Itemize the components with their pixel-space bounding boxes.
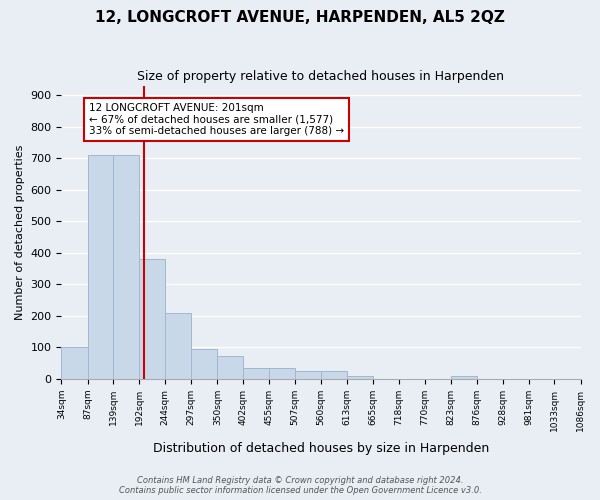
Text: Contains HM Land Registry data © Crown copyright and database right 2024.
Contai: Contains HM Land Registry data © Crown c… (119, 476, 481, 495)
Bar (269, 368, 295, 379)
Bar (61, 348, 88, 379)
X-axis label: Distribution of detached houses by size in Harpenden: Distribution of detached houses by size … (153, 442, 489, 455)
Bar (243, 368, 269, 379)
Bar (191, 349, 217, 379)
Bar (217, 356, 243, 379)
Y-axis label: Number of detached properties: Number of detached properties (15, 144, 25, 320)
Bar (347, 376, 373, 379)
Bar (88, 155, 113, 379)
Text: 12, LONGCROFT AVENUE, HARPENDEN, AL5 2QZ: 12, LONGCROFT AVENUE, HARPENDEN, AL5 2QZ (95, 10, 505, 25)
Bar (165, 313, 191, 379)
Bar (113, 155, 139, 379)
Bar (139, 259, 165, 379)
Title: Size of property relative to detached houses in Harpenden: Size of property relative to detached ho… (137, 70, 505, 83)
Bar (451, 376, 477, 379)
Text: 12 LONGCROFT AVENUE: 201sqm
← 67% of detached houses are smaller (1,577)
33% of : 12 LONGCROFT AVENUE: 201sqm ← 67% of det… (89, 103, 344, 136)
Bar (321, 371, 347, 379)
Bar (295, 371, 321, 379)
